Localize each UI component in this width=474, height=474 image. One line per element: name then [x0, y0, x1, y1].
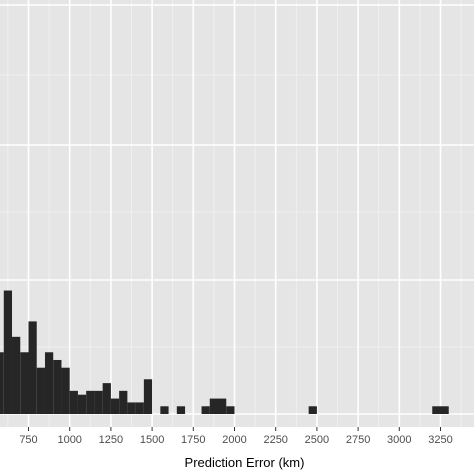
histogram-bar	[110, 398, 120, 414]
histogram-bar	[20, 352, 29, 414]
x-axis-tick-label: 1000	[57, 434, 81, 446]
histogram-bar	[61, 367, 70, 414]
histogram-bar	[432, 406, 449, 414]
histogram-bar	[209, 398, 227, 414]
histogram-bar	[3, 290, 13, 414]
x-axis-tick-labels: 750 1000 1250 1500 1750 2000 2250 2500 2750 3000 3…	[19, 434, 452, 446]
x-axis-tick-label: 2750	[346, 434, 370, 446]
histogram-bar	[143, 379, 153, 414]
x-axis-tick-label: 750	[19, 434, 37, 446]
x-axis-tick-label: 1750	[181, 434, 205, 446]
histogram-bars	[0, 290, 449, 414]
histogram-bar	[36, 367, 45, 414]
histogram-bar	[160, 406, 169, 414]
histogram-bar	[94, 390, 103, 414]
histogram-bar	[127, 402, 136, 414]
histogram-bar	[135, 402, 144, 414]
histogram-bar	[119, 390, 128, 414]
histogram-bar	[77, 394, 87, 414]
minor-gridlines-x	[7, 0, 462, 427]
x-axis-tick-label: 3250	[428, 434, 452, 446]
x-axis-tick-label: 2250	[263, 434, 287, 446]
histogram-bar	[12, 336, 21, 414]
minor-gridlines-y	[0, 74, 474, 348]
x-axis-tick-label: 1250	[99, 434, 123, 446]
histogram-bar	[102, 383, 111, 414]
histogram-bar	[86, 390, 95, 414]
histogram-bar	[28, 321, 37, 414]
major-gridlines-x	[27, 0, 442, 427]
histogram-bar	[308, 406, 317, 414]
major-gridlines-y	[0, 4, 474, 415]
histogram-bar	[53, 359, 62, 414]
plot-panel-background	[0, 0, 474, 427]
x-axis-tick-label: 1500	[140, 434, 164, 446]
histogram-bar	[44, 352, 54, 414]
histogram-bar	[0, 352, 4, 414]
x-axis-tick-label: 2000	[222, 434, 246, 446]
x-axis-title: Prediction Error (km)	[185, 455, 305, 470]
histogram-bar	[201, 406, 210, 414]
histogram-bar	[176, 406, 186, 414]
histogram-bar	[226, 406, 235, 414]
x-axis-tick-label: 2500	[305, 434, 329, 446]
x-axis-ticks	[28, 427, 441, 431]
x-axis-tick-label: 3000	[387, 434, 411, 446]
histogram-bar	[69, 390, 78, 414]
